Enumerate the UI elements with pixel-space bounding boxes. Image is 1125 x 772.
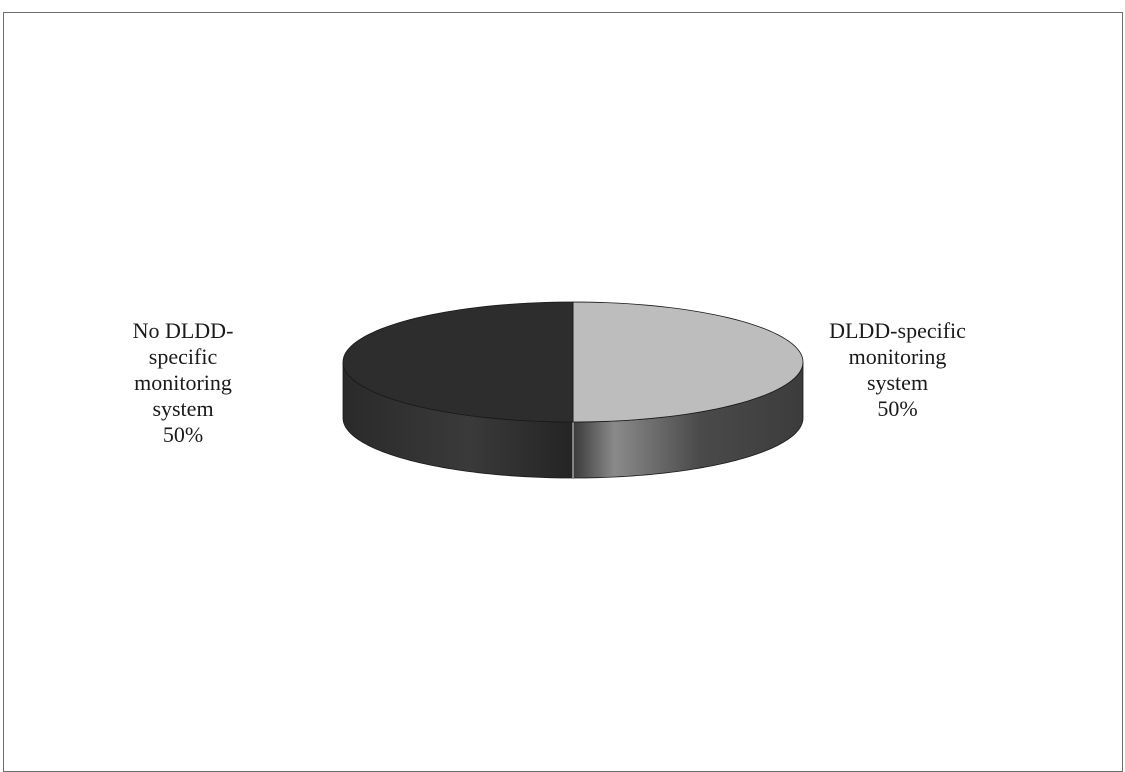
slice-percent-label: 50% (162, 422, 204, 447)
slice-label-dldd-monitoring: DLDD-specific monitoring system 50% (800, 318, 995, 422)
slice-percent-label: 50% (877, 396, 918, 421)
slice-label-line: monitoring (848, 344, 947, 369)
slice-label-line: DLDD-specific (829, 318, 966, 343)
slice-label-no-dldd-monitoring: No DLDD- specific monitoring system 50% (98, 318, 268, 448)
slice-label-line: monitoring (134, 370, 232, 395)
pie-slice (342, 301, 574, 423)
slice-label-line: system (866, 370, 929, 395)
pie-slice (572, 301, 804, 423)
slice-label-line: specific (148, 344, 218, 369)
slice-label-line: system (152, 396, 214, 421)
slice-label-line: No DLDD- (132, 318, 234, 343)
